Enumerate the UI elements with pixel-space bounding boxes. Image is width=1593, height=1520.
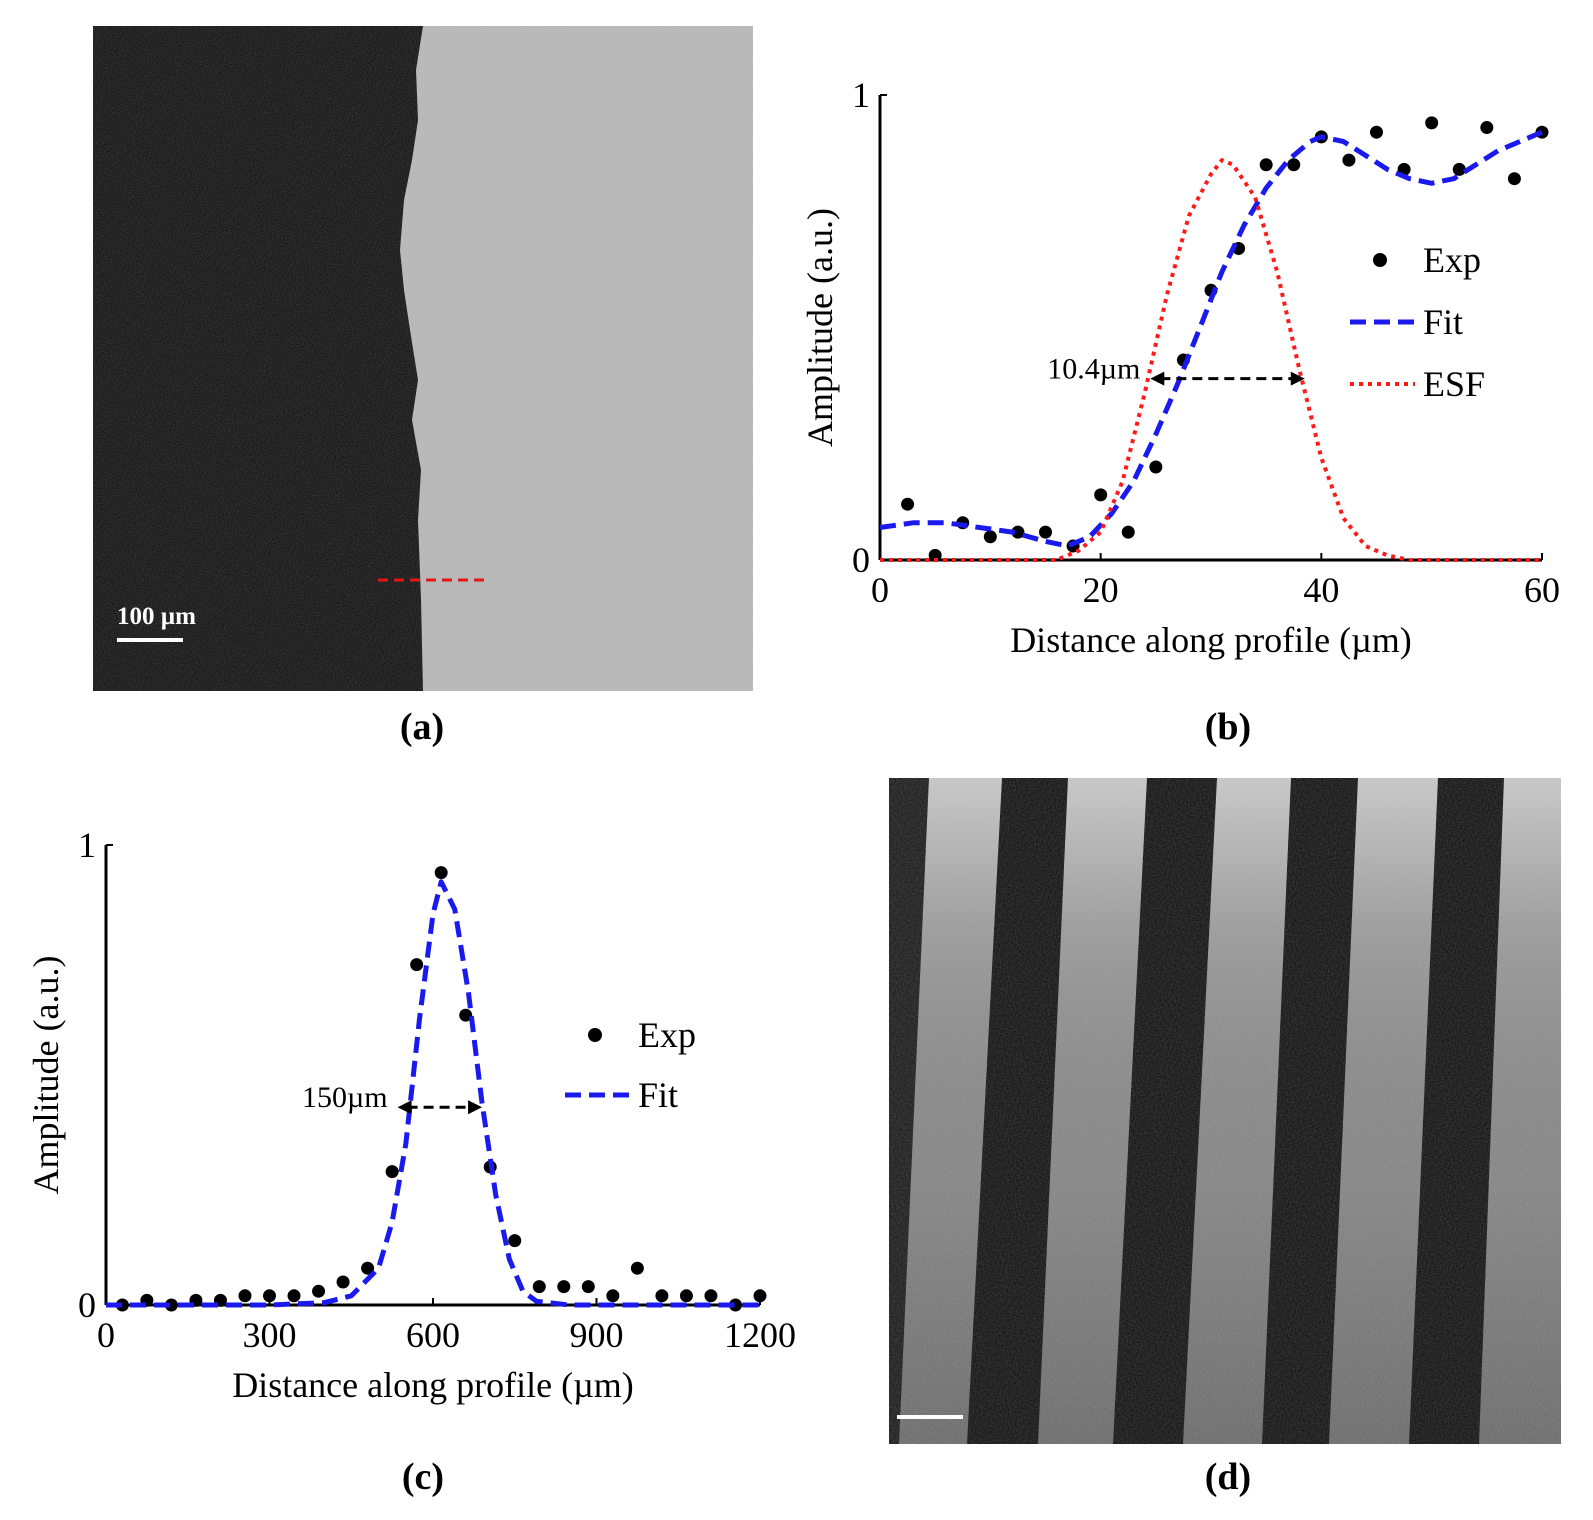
exp-data-point — [1480, 121, 1494, 135]
exp-data-point — [1425, 116, 1439, 130]
exp-data-point — [164, 1298, 178, 1312]
x-axis-label: Distance along profile (µm) — [232, 1365, 634, 1405]
exp-data-point — [679, 1289, 693, 1303]
x-tick-label: 0 — [97, 1315, 115, 1355]
fwhm-arrow-head-right — [1290, 371, 1305, 386]
exp-data-point — [1094, 488, 1108, 502]
exp-data-point — [630, 1261, 644, 1275]
x-tick-label: 60 — [1524, 570, 1560, 610]
exp-data-point — [557, 1280, 571, 1294]
fwhm-annotation-label: 150µm — [302, 1081, 388, 1114]
exp-data-point — [115, 1298, 129, 1312]
fwhm-arrow-head-left — [1150, 371, 1165, 386]
y-tick-label: 1 — [78, 825, 96, 865]
exp-data-point — [1011, 525, 1025, 539]
exp-data-point — [434, 866, 448, 880]
panel-label-b: (b) — [1204, 706, 1252, 748]
esf-line — [880, 158, 1542, 562]
exp-data-point — [1370, 125, 1383, 139]
y-tick-label: 0 — [852, 540, 870, 580]
x-tick-label: 20 — [1083, 570, 1119, 610]
x-tick-label: 1200 — [724, 1315, 796, 1355]
exp-data-point — [1507, 172, 1521, 186]
scale-bar-label: 100 µm — [117, 603, 196, 630]
exp-data-point — [1121, 525, 1135, 539]
x-tick-label: 40 — [1303, 570, 1339, 610]
x-tick-label: 0 — [871, 570, 889, 610]
exp-data-point — [312, 1284, 326, 1298]
fit-line — [879, 129, 1543, 549]
x-tick-label: 900 — [570, 1315, 624, 1355]
exp-data-point — [901, 497, 915, 511]
legend-label-esf: ESF — [1423, 364, 1485, 404]
panel-label-c: (c) — [401, 1456, 445, 1498]
exp-data-point — [1259, 158, 1273, 172]
legend-exp-marker — [588, 1028, 602, 1042]
exp-data-point — [606, 1289, 620, 1303]
y-tick-label: 1 — [852, 75, 870, 115]
exp-data-point — [581, 1280, 595, 1294]
exp-data-point — [410, 958, 424, 972]
y-axis-label: Amplitude (a.u.) — [800, 208, 840, 447]
exp-data-point — [459, 1008, 473, 1022]
panel-label-a: (a) — [399, 706, 445, 748]
exp-data-point — [361, 1261, 375, 1275]
exp-data-point — [336, 1275, 350, 1289]
x-tick-label: 300 — [243, 1315, 297, 1355]
exp-data-point — [287, 1289, 301, 1303]
legend-label-fit: Fit — [638, 1075, 678, 1115]
exp-data-point — [1452, 162, 1466, 176]
exp-data-point — [532, 1280, 546, 1294]
exp-data-point — [704, 1289, 718, 1303]
fwhm-arrow-head-left — [397, 1100, 412, 1115]
exp-data-point — [928, 548, 942, 562]
exp-data-point — [728, 1298, 742, 1312]
exp-data-point — [655, 1289, 669, 1303]
exp-data-point — [1287, 158, 1301, 172]
legend-exp-marker — [1373, 253, 1387, 267]
x-tick-label: 600 — [406, 1315, 460, 1355]
panel-label-d: (d) — [1204, 1456, 1252, 1498]
legend-label-exp: Exp — [638, 1015, 696, 1055]
exp-data-point — [1342, 153, 1356, 167]
fwhm-arrow-head-right — [468, 1100, 483, 1115]
y-axis-label: Amplitude (a.u.) — [26, 956, 66, 1195]
exp-data-point — [1039, 525, 1052, 539]
y-tick-label: 0 — [78, 1285, 96, 1325]
x-axis-label: Distance along profile (µm) — [1010, 620, 1412, 660]
exp-data-point — [753, 1289, 767, 1303]
exp-data-point — [385, 1165, 399, 1179]
legend-label-fit: Fit — [1423, 302, 1463, 342]
exp-data-point — [508, 1234, 522, 1248]
exp-data-point — [983, 530, 997, 544]
exp-data-point — [238, 1289, 252, 1303]
exp-data-point — [263, 1289, 276, 1303]
fwhm-annotation-label: 10.4µm — [1047, 353, 1140, 386]
exp-data-point — [1149, 460, 1163, 474]
fit-line — [106, 879, 760, 1308]
legend-label-exp: Exp — [1423, 240, 1481, 280]
